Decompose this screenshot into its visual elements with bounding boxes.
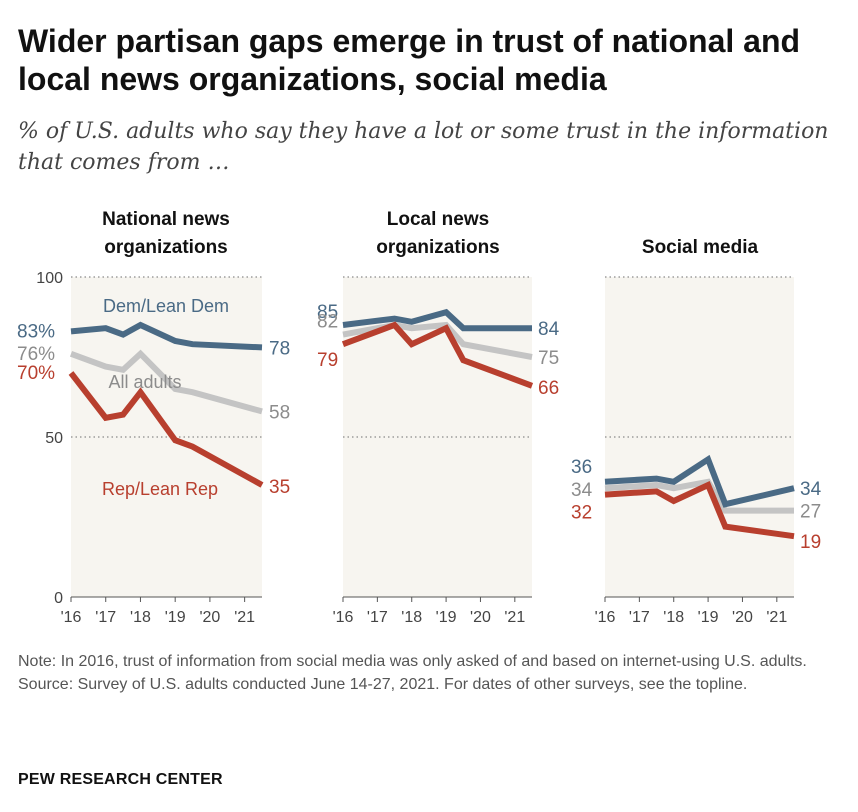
- panel-title: Local news: [387, 209, 489, 230]
- x-tick-label: '17: [367, 609, 388, 626]
- x-tick-label: '18: [663, 609, 684, 626]
- x-tick-label: '18: [130, 609, 151, 626]
- x-tick-label: '16: [61, 609, 82, 626]
- data-label-end: 34: [800, 479, 822, 500]
- data-label-start: 36: [571, 457, 592, 478]
- data-label-start: 79: [317, 350, 338, 371]
- x-tick-label: '17: [629, 609, 650, 626]
- x-tick-label: '20: [199, 609, 220, 626]
- x-tick-label: '18: [401, 609, 422, 626]
- x-tick-label: '19: [698, 609, 719, 626]
- series-line-rep: [341, 321, 534, 389]
- data-label-end: 27: [800, 502, 821, 523]
- series-line-dem: [70, 321, 263, 351]
- data-label-start: 76%: [17, 344, 55, 365]
- series-annotation: All adults: [108, 372, 181, 392]
- panel-title: Social media: [642, 237, 759, 258]
- panel-title: organizations: [104, 237, 228, 258]
- pew-research-center-logo: PEW RESEARCH CENTER: [18, 771, 223, 788]
- chart-subtitle-line: that comes from …: [18, 150, 230, 175]
- series-line-rep: [604, 480, 795, 540]
- data-label-end: 84: [538, 319, 560, 340]
- source-text: Source: Survey of U.S. adults conducted …: [18, 676, 748, 693]
- data-label-end: 78: [269, 338, 290, 359]
- chart-title: Wider partisan gaps emerge in trust of n…: [18, 22, 838, 98]
- y-tick-label: 100: [36, 270, 63, 287]
- data-label-end: 66: [538, 378, 559, 399]
- data-label-start: 32: [571, 503, 592, 524]
- x-tick-label: '16: [333, 609, 354, 626]
- x-tick-label: '21: [504, 609, 525, 626]
- data-label-start: 85: [317, 302, 338, 323]
- panel-title: National news: [102, 209, 230, 230]
- chart-subtitle-line: % of U.S. adults who say they have a lot…: [18, 119, 829, 144]
- x-tick-label: '21: [234, 609, 255, 626]
- x-tick-label: '19: [165, 609, 186, 626]
- chart-title-line: Wider partisan gaps emerge in trust of n…: [18, 23, 801, 59]
- footnote: Note: In 2016, trust of information from…: [18, 650, 838, 696]
- chart-title-line: local news organizations, social media: [18, 61, 607, 97]
- series-line-rep: [68, 371, 264, 488]
- y-tick-label: 0: [54, 590, 63, 607]
- series-line-all: [69, 349, 263, 415]
- x-tick-label: '21: [766, 609, 787, 626]
- chart-subtitle: % of U.S. adults who say they have a lot…: [18, 116, 838, 178]
- series-line-all: [604, 478, 794, 514]
- x-tick-label: '16: [595, 609, 616, 626]
- data-label-end: 75: [538, 348, 559, 369]
- series-line-dem: [342, 308, 532, 332]
- x-tick-label: '19: [436, 609, 457, 626]
- series-annotation: Rep/Lean Rep: [102, 479, 218, 499]
- data-label-start: 34: [571, 480, 593, 501]
- data-label-start: 82: [317, 312, 338, 333]
- x-tick-label: '17: [95, 609, 116, 626]
- data-label-start: 70%: [17, 363, 55, 384]
- x-tick-label: '20: [470, 609, 491, 626]
- data-label-end: 35: [269, 477, 290, 498]
- y-tick-label: 50: [45, 430, 63, 447]
- data-label-end: 58: [269, 402, 290, 423]
- note-text: Note: In 2016, trust of information from…: [18, 653, 807, 670]
- data-label-end: 19: [800, 532, 821, 553]
- panel-title: organizations: [376, 237, 500, 258]
- data-label-start: 83%: [17, 321, 55, 342]
- series-annotation: Dem/Lean Dem: [103, 296, 229, 316]
- series-line-dem: [604, 454, 795, 508]
- x-tick-label: '20: [732, 609, 753, 626]
